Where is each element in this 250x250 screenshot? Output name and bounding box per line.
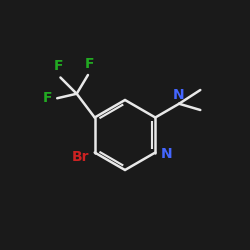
Text: F: F xyxy=(84,57,94,71)
Text: N: N xyxy=(173,88,185,102)
Text: Br: Br xyxy=(72,150,89,164)
Text: N: N xyxy=(161,147,172,161)
Text: F: F xyxy=(54,60,63,74)
Text: F: F xyxy=(43,91,53,105)
